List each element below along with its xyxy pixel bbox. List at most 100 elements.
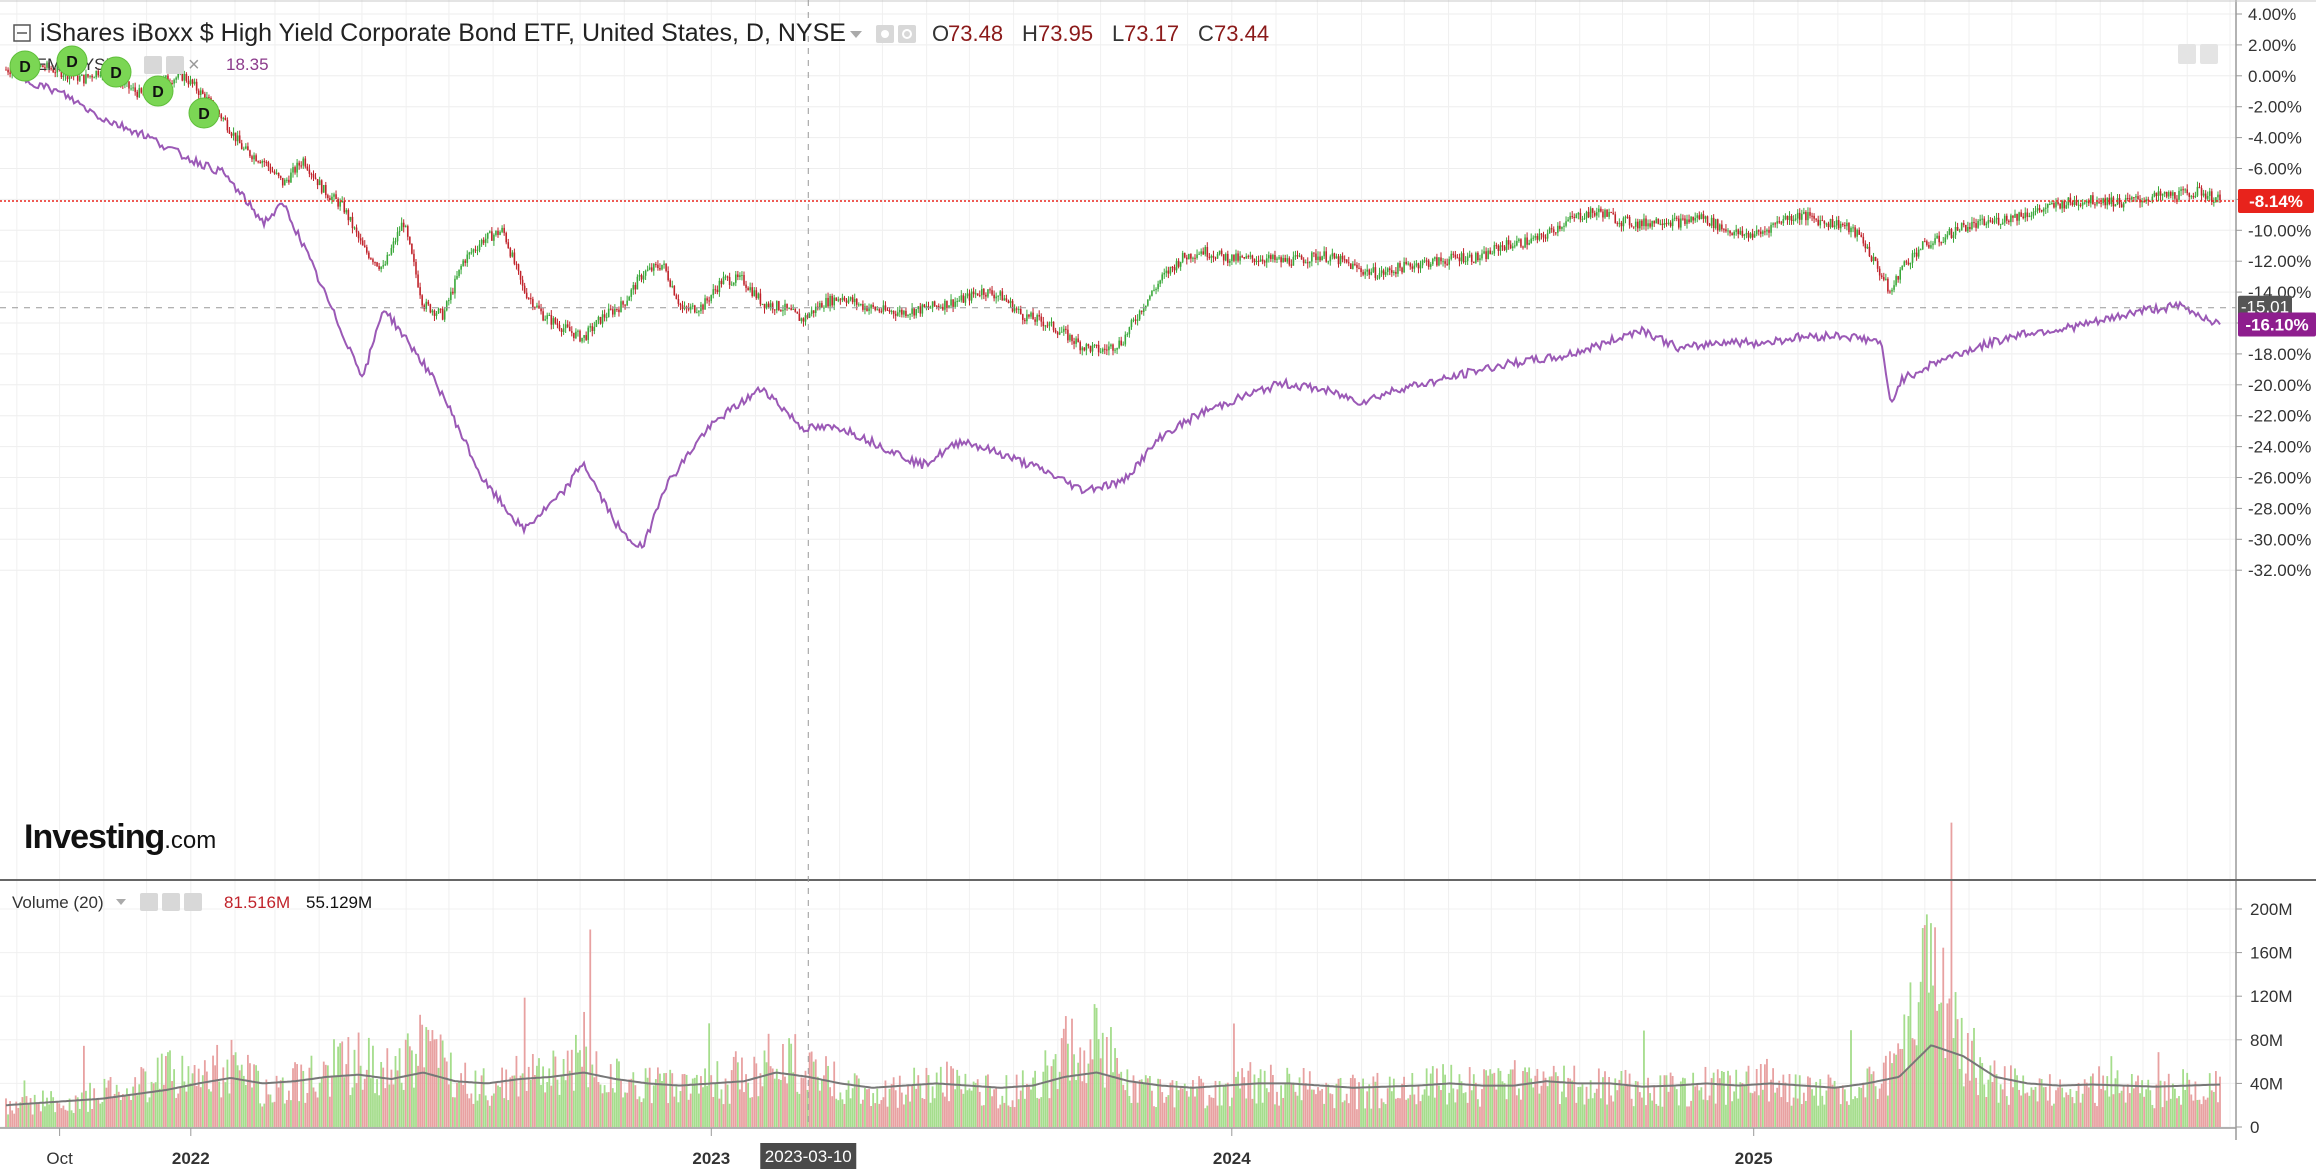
volume-bar <box>1733 1091 1736 1127</box>
volume-bar <box>1040 1097 1043 1127</box>
volume-bar <box>2145 1089 2148 1127</box>
candle-body <box>591 326 594 332</box>
volume-bar <box>1714 1103 1717 1127</box>
candle-body <box>2079 204 2082 206</box>
volume-remove-icon[interactable] <box>184 893 202 911</box>
title-dropdown-icon[interactable] <box>850 31 862 38</box>
candle-body <box>997 295 999 297</box>
volume-gear-icon[interactable] <box>162 893 180 911</box>
alert-icon[interactable] <box>2200 44 2218 64</box>
ohlc-value: 73.17 <box>1124 21 1179 46</box>
volume-bar <box>714 1084 717 1127</box>
volume-bar <box>1837 1086 1840 1127</box>
volume-eye-icon[interactable] <box>140 893 158 911</box>
candle-body <box>1837 220 1840 229</box>
volume-bar <box>1136 1102 1139 1127</box>
candle-body <box>409 236 411 244</box>
volume-bar <box>759 1073 762 1127</box>
candle-body <box>2211 191 2213 202</box>
volume-bar <box>1843 1089 1846 1127</box>
volume-bar <box>534 1075 536 1127</box>
candle-body <box>1198 253 1200 255</box>
volume-bar <box>1552 1065 1555 1127</box>
gear-icon[interactable] <box>898 25 916 43</box>
candle-body <box>1975 223 1977 228</box>
volume-bar <box>724 1078 727 1127</box>
candle-body <box>2114 204 2117 207</box>
volume-dropdown-icon[interactable] <box>116 899 126 905</box>
candle-body <box>1921 241 1924 250</box>
candle-body <box>1628 216 1631 226</box>
candle-body <box>1321 256 1323 261</box>
candle-body <box>1610 212 1612 214</box>
volume-bar <box>609 1064 612 1127</box>
dividend-marker[interactable] <box>188 97 220 129</box>
info-icon[interactable] <box>2178 44 2196 64</box>
volume-bar <box>474 1070 477 1127</box>
volume-bar <box>665 1072 667 1127</box>
candle-body <box>2120 204 2123 208</box>
candle-body <box>140 88 143 93</box>
collapse-toggle-icon[interactable] <box>13 24 31 42</box>
candle-body <box>1684 218 1686 224</box>
candle-body <box>1659 223 1662 225</box>
volume-bar <box>1612 1101 1615 1127</box>
dividend-marker[interactable] <box>142 75 174 107</box>
candle-body <box>1229 260 1231 263</box>
volume-bar <box>1093 1004 1096 1127</box>
ohlc-value: 73.48 <box>948 21 1003 46</box>
volume-bar <box>1216 1105 1219 1127</box>
volume-bar <box>982 1105 985 1127</box>
candle-body <box>1218 250 1221 255</box>
candle-body <box>866 306 868 311</box>
volume-bar <box>1009 1106 1012 1127</box>
candle-body <box>1757 230 1760 232</box>
volume-bar <box>1766 1058 1768 1127</box>
candle-body <box>771 303 774 310</box>
volume-bar <box>853 1073 856 1127</box>
volume-bar <box>1284 1083 1287 1127</box>
volume-bar <box>255 1065 257 1127</box>
volume-bar <box>210 1091 212 1127</box>
compare-gear-icon[interactable] <box>166 56 184 74</box>
candle-body <box>2159 191 2162 196</box>
volume-bar <box>679 1091 682 1127</box>
candle-body <box>1093 344 1096 346</box>
volume-bar <box>642 1098 645 1127</box>
volume-bar <box>685 1074 688 1127</box>
volume-bar <box>1487 1075 1490 1127</box>
volume-bar <box>931 1086 934 1127</box>
candle-body <box>640 274 643 280</box>
candle-body <box>1222 254 1225 261</box>
candle-body <box>333 194 335 197</box>
volume-bar <box>1538 1093 1541 1127</box>
candle-body <box>1192 257 1194 259</box>
volume-bar <box>445 1061 448 1127</box>
candle-body <box>497 230 499 235</box>
candle-body <box>2051 203 2053 205</box>
volume-bar <box>2149 1090 2152 1127</box>
volume-bar <box>2171 1083 2174 1127</box>
volume-bar <box>1153 1106 1155 1127</box>
candle-body <box>1944 237 1947 243</box>
volume-bar <box>1591 1098 1594 1127</box>
dividend-marker[interactable] <box>100 56 132 88</box>
volume-bar <box>823 1075 825 1127</box>
volume-bar <box>316 1097 319 1127</box>
candle-body <box>1719 224 1721 231</box>
time-tick-label: 2024 <box>1213 1149 1251 1168</box>
compare-close-icon[interactable]: × <box>188 54 200 76</box>
candle-body <box>1302 259 1305 264</box>
dividend-marker-label: D <box>66 54 78 71</box>
volume-bar <box>1852 1099 1854 1127</box>
compare-eye-icon[interactable] <box>144 56 162 74</box>
volume-bar <box>361 1089 364 1127</box>
volume-bar <box>1690 1100 1692 1127</box>
candle-body <box>2018 212 2020 221</box>
candle-body <box>1042 321 1045 327</box>
candle-body <box>1596 212 1598 216</box>
dividend-marker[interactable] <box>9 50 41 82</box>
dividend-marker[interactable] <box>56 45 88 77</box>
